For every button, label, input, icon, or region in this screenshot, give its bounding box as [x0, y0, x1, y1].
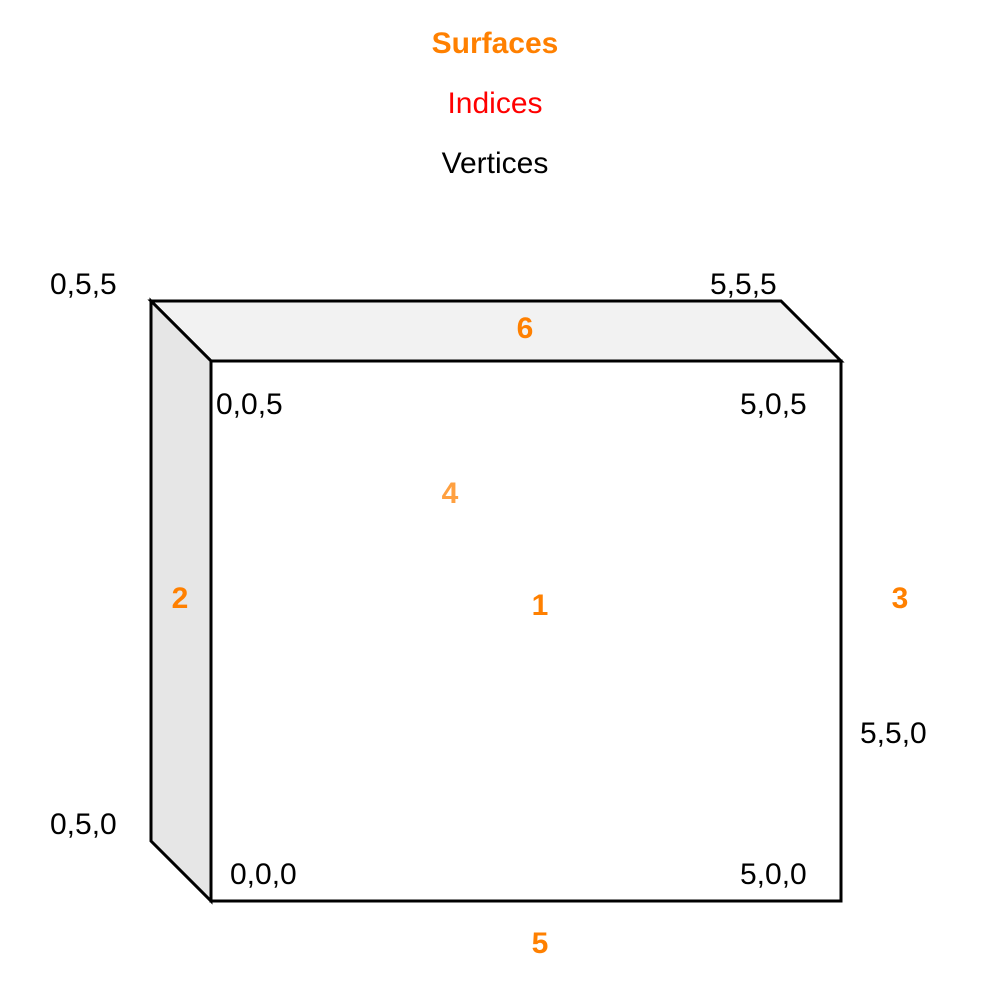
vertex-label: 5,0,0: [740, 858, 807, 891]
vertex-label: 0,0,5: [216, 388, 283, 421]
vertex-label: 5,5,5: [710, 268, 777, 301]
top-face: [147, 299, 845, 363]
legend-surfaces: Surfaces: [432, 27, 559, 60]
surface-label: 6: [517, 312, 534, 345]
surface-label: 3: [892, 582, 909, 615]
surface-label: 1: [532, 589, 549, 622]
surface-label: 4: [442, 477, 459, 510]
vertex-label: 5,5,0: [860, 717, 927, 750]
legend-indices: Indices: [447, 87, 542, 120]
vertex-label: 0,5,5: [50, 268, 117, 301]
vertex-label: 0,0,0: [230, 858, 297, 891]
front-face: [209, 359, 843, 903]
surface-label: 5: [532, 927, 549, 960]
legend-vertices: Vertices: [442, 147, 549, 180]
vertex-label: 5,0,5: [740, 388, 807, 421]
surface-label: 2: [172, 582, 189, 615]
vertex-label: 0,5,0: [50, 808, 117, 841]
